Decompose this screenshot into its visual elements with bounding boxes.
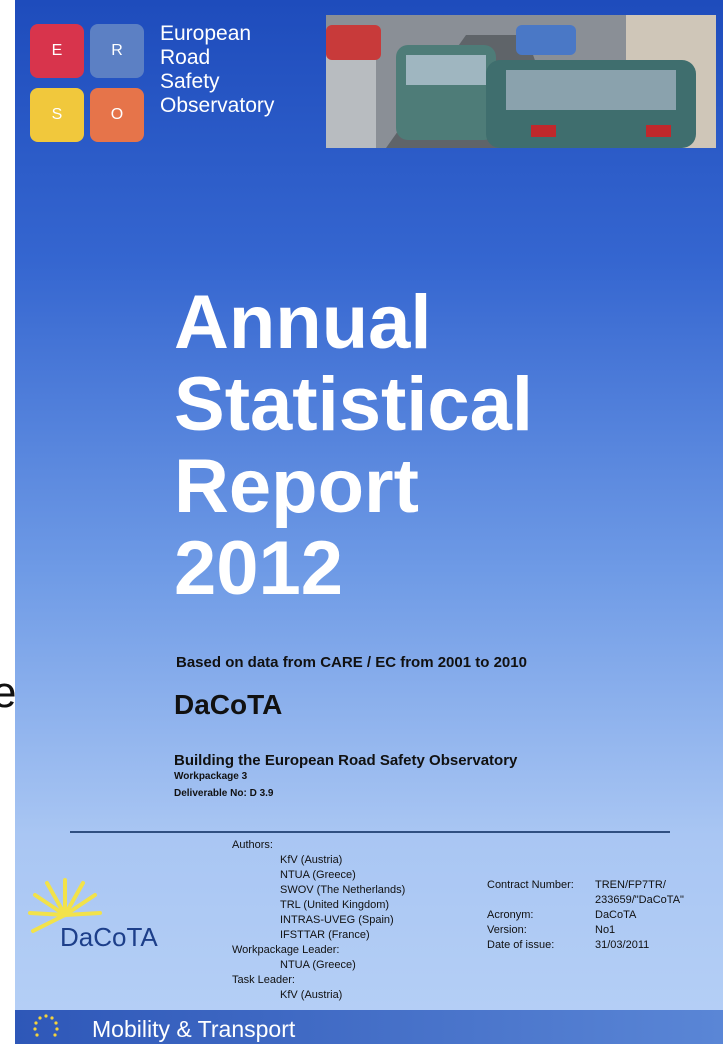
title: Annual Statistical Report 2012 bbox=[174, 282, 533, 610]
contract-label: Contract Number: bbox=[487, 879, 574, 891]
author: TRL (United Kingdom) bbox=[280, 899, 390, 911]
wp-leader: NTUA (Greece) bbox=[280, 959, 356, 971]
traffic-photo bbox=[326, 15, 716, 148]
title-line: Annual bbox=[174, 280, 432, 365]
wp-leader-label: Workpackage Leader: bbox=[232, 944, 340, 956]
author: KfV (Austria) bbox=[280, 854, 343, 866]
logo-line: Road bbox=[160, 46, 211, 69]
title-line: Report bbox=[174, 444, 419, 529]
contract-label: Acronym: bbox=[487, 909, 534, 921]
cover-panel bbox=[15, 0, 723, 1044]
divider bbox=[70, 831, 670, 833]
title-line: 2012 bbox=[174, 526, 344, 611]
contract-value: TREN/FP7TR/ bbox=[595, 879, 666, 891]
footer-title: Mobility & Transport bbox=[92, 1016, 296, 1042]
authors: Authors: KfV (Austria) NTUA (Greece) SWO… bbox=[232, 838, 405, 1003]
dacota-logo: DaCoTA bbox=[60, 922, 158, 952]
eu-stars bbox=[33, 1014, 59, 1037]
project-full-name: Building the European Road Safety Observ… bbox=[174, 752, 518, 769]
logo-piece: R bbox=[90, 24, 144, 78]
author: SWOV (The Netherlands) bbox=[280, 884, 406, 896]
subtitle: Based on data from CARE / EC from 2001 t… bbox=[176, 654, 527, 671]
logo-piece: O bbox=[90, 88, 144, 142]
logo-piece: S bbox=[30, 88, 84, 142]
contract-label: Version: bbox=[487, 924, 527, 936]
author: INTRAS-UVEG (Spain) bbox=[280, 914, 394, 926]
project-name: DaCoTA bbox=[174, 689, 283, 720]
contract-value: 31/03/2011 bbox=[595, 939, 650, 951]
logo-line: Observatory bbox=[160, 94, 275, 117]
contract: Contract Number: TREN/FP7TR/233659/"DaCoT… bbox=[487, 878, 684, 953]
contract-value: DaCoTA bbox=[595, 909, 637, 921]
contract-value: 233659/"DaCoTA" bbox=[595, 894, 684, 906]
task-leader-label: Task Leader: bbox=[232, 974, 295, 986]
author: IFSTTAR (France) bbox=[280, 929, 370, 941]
edge-fragment: e bbox=[0, 668, 17, 717]
logo-line: Safety bbox=[160, 70, 220, 93]
task-leader: KfV (Austria) bbox=[280, 989, 343, 1001]
footer-band bbox=[15, 1010, 723, 1044]
contract-value: No1 bbox=[595, 924, 616, 936]
logo-text: European Road Safety Observatory bbox=[160, 22, 274, 118]
logo-sun bbox=[28, 878, 102, 933]
deliverable: Deliverable No: D 3.9 bbox=[174, 788, 274, 799]
author: NTUA (Greece) bbox=[280, 869, 356, 881]
title-line: Statistical bbox=[174, 362, 534, 447]
logo-line: European bbox=[160, 22, 252, 45]
contract-label: Date of issue: bbox=[487, 939, 555, 951]
workpackage: Workpackage 3 bbox=[174, 771, 248, 782]
authors-label: Authors: bbox=[232, 839, 273, 851]
logo-piece: E bbox=[30, 24, 84, 78]
